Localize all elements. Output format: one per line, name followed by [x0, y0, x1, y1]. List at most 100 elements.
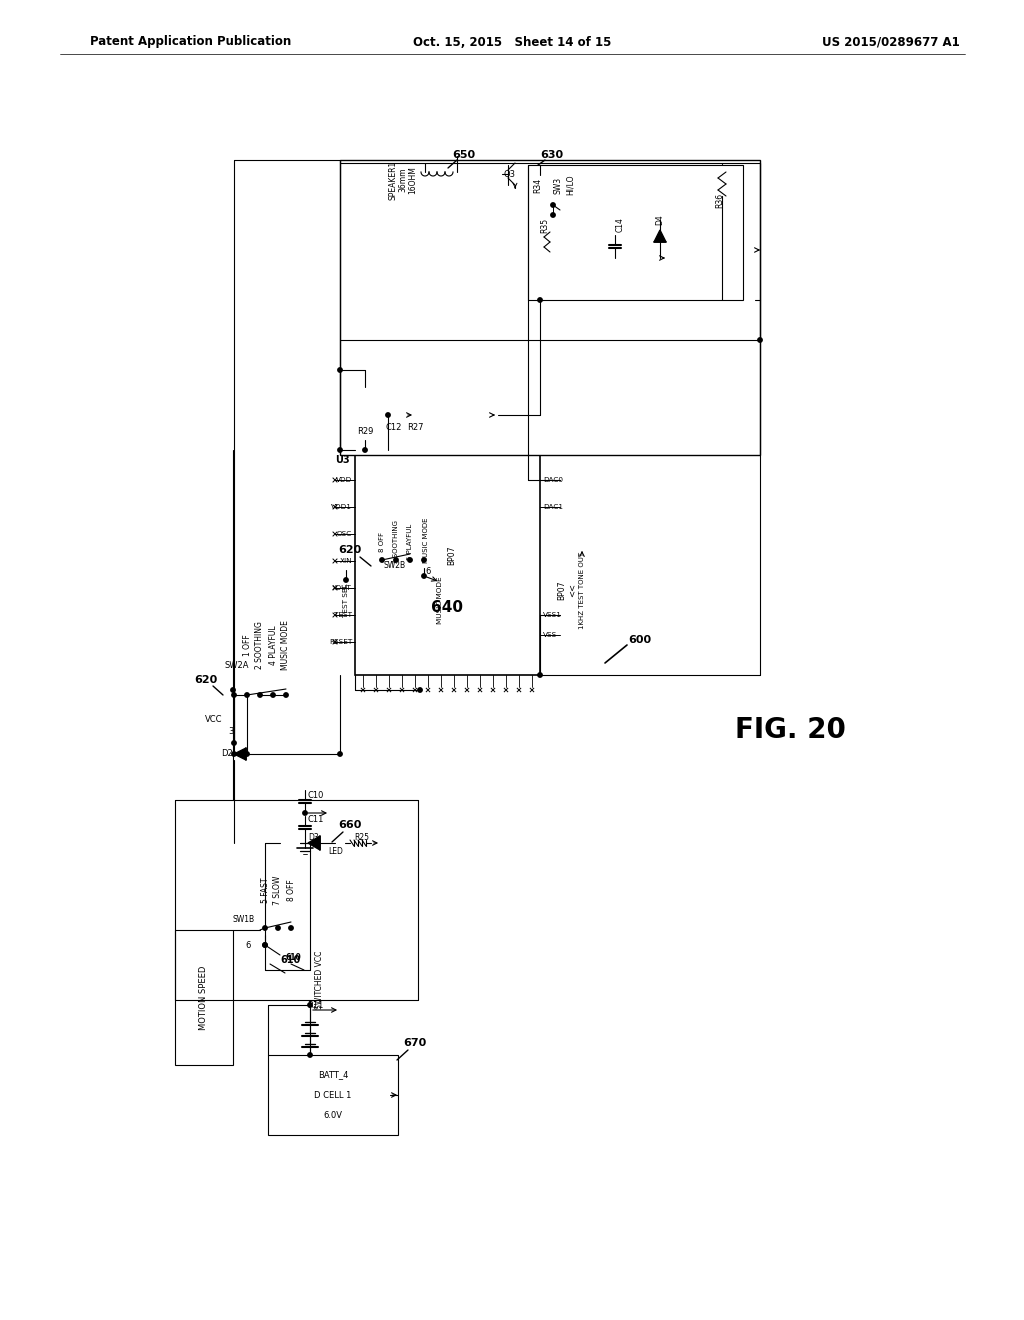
Bar: [528, 165, 743, 300]
Text: 36mm: 36mm: [398, 168, 408, 193]
Text: MOTION SPEED: MOTION SPEED: [200, 965, 209, 1030]
Text: BATT_4: BATT_4: [317, 1071, 348, 1080]
Text: SW2B: SW2B: [384, 561, 407, 569]
Text: VSS: VSS: [543, 632, 557, 638]
Text: 6: 6: [246, 940, 251, 949]
Text: DAC0: DAC0: [543, 477, 563, 483]
Bar: [268, 1055, 398, 1135]
Text: 8 OFF: 8 OFF: [379, 532, 385, 552]
Circle shape: [538, 298, 542, 302]
Text: 7 SLOW: 7 SLOW: [273, 875, 283, 904]
Circle shape: [245, 693, 249, 697]
Text: C12: C12: [385, 422, 401, 432]
Text: C11: C11: [308, 816, 325, 825]
Text: RESET: RESET: [329, 639, 352, 645]
Text: 610: 610: [285, 953, 301, 962]
Circle shape: [380, 558, 384, 562]
Text: R27: R27: [407, 422, 423, 432]
Text: D CELL 1: D CELL 1: [314, 1090, 351, 1100]
Text: BP07: BP07: [557, 581, 566, 599]
Text: 1KHZ TEST TONE OUT: 1KHZ TEST TONE OUT: [579, 552, 585, 628]
Circle shape: [758, 338, 762, 342]
Circle shape: [270, 693, 275, 697]
Text: BP07: BP07: [447, 545, 457, 565]
Bar: [355, 450, 540, 675]
Text: 8 OFF: 8 OFF: [287, 879, 296, 900]
Circle shape: [308, 1053, 312, 1057]
Text: XIN: XIN: [339, 558, 352, 564]
Text: 630: 630: [541, 150, 563, 160]
Text: VDD: VDD: [336, 477, 352, 483]
Text: VDD1: VDD1: [331, 504, 352, 510]
Circle shape: [284, 693, 288, 697]
Text: 1 OFF: 1 OFF: [243, 634, 252, 656]
Text: SW1B: SW1B: [232, 916, 255, 924]
Text: 620: 620: [195, 675, 218, 685]
Text: LED: LED: [329, 847, 343, 857]
Text: Oct. 15, 2015   Sheet 14 of 15: Oct. 15, 2015 Sheet 14 of 15: [413, 36, 611, 49]
Circle shape: [258, 693, 262, 697]
Circle shape: [263, 942, 267, 948]
Circle shape: [263, 942, 267, 948]
Circle shape: [231, 693, 237, 697]
Circle shape: [231, 741, 237, 746]
Text: MUSIC MODE: MUSIC MODE: [282, 620, 291, 671]
Text: D4: D4: [655, 215, 665, 226]
Text: 610: 610: [280, 954, 300, 965]
Text: TEST SEL: TEST SEL: [343, 583, 349, 616]
Text: 660: 660: [338, 820, 361, 830]
Polygon shape: [654, 230, 666, 242]
Text: Patent Application Publication: Patent Application Publication: [90, 36, 291, 49]
Polygon shape: [234, 748, 246, 760]
Circle shape: [245, 752, 249, 756]
Circle shape: [551, 203, 555, 207]
Text: 5 PLAYFUL: 5 PLAYFUL: [407, 524, 413, 560]
Circle shape: [308, 1003, 312, 1007]
Text: TEST: TEST: [334, 612, 352, 618]
Circle shape: [386, 413, 390, 417]
Circle shape: [344, 578, 348, 582]
Text: HI/LO: HI/LO: [565, 174, 574, 195]
Polygon shape: [308, 836, 319, 850]
Text: C10: C10: [308, 791, 325, 800]
Text: R35: R35: [541, 218, 550, 232]
Circle shape: [362, 447, 368, 453]
Text: 600: 600: [629, 635, 651, 645]
Circle shape: [263, 925, 267, 931]
Text: OSC: OSC: [337, 531, 352, 537]
Text: 5 FAST: 5 FAST: [260, 878, 269, 903]
Text: 620: 620: [338, 545, 361, 554]
Circle shape: [422, 574, 426, 578]
Circle shape: [338, 447, 342, 453]
Circle shape: [231, 752, 237, 756]
Text: SW3: SW3: [554, 177, 562, 194]
Bar: [175, 931, 233, 1065]
Text: 670: 670: [403, 1038, 427, 1048]
Text: D3: D3: [308, 833, 319, 842]
Circle shape: [275, 925, 281, 931]
Circle shape: [338, 368, 342, 372]
Circle shape: [551, 213, 555, 218]
Text: R11: R11: [307, 1001, 324, 1010]
Text: SWITCHED VCC: SWITCHED VCC: [315, 950, 325, 1010]
Circle shape: [418, 688, 422, 692]
Text: R25: R25: [354, 833, 370, 842]
Text: XOUT: XOUT: [332, 585, 352, 591]
Text: 3: 3: [228, 726, 233, 735]
Text: 650: 650: [453, 150, 475, 160]
Circle shape: [230, 688, 236, 692]
Bar: [340, 160, 760, 455]
Text: C14: C14: [615, 218, 625, 232]
Text: SW2A: SW2A: [224, 660, 249, 669]
Circle shape: [538, 673, 542, 677]
Text: Q3: Q3: [504, 170, 516, 180]
Circle shape: [303, 810, 307, 816]
Circle shape: [338, 752, 342, 756]
Text: 6: 6: [425, 568, 431, 577]
Text: MUSIC MODE: MUSIC MODE: [423, 517, 429, 562]
Text: U3: U3: [336, 455, 350, 465]
Text: R34: R34: [534, 177, 543, 193]
Circle shape: [394, 558, 398, 562]
Text: R36: R36: [716, 193, 725, 207]
Text: 6.0V: 6.0V: [324, 1110, 342, 1119]
